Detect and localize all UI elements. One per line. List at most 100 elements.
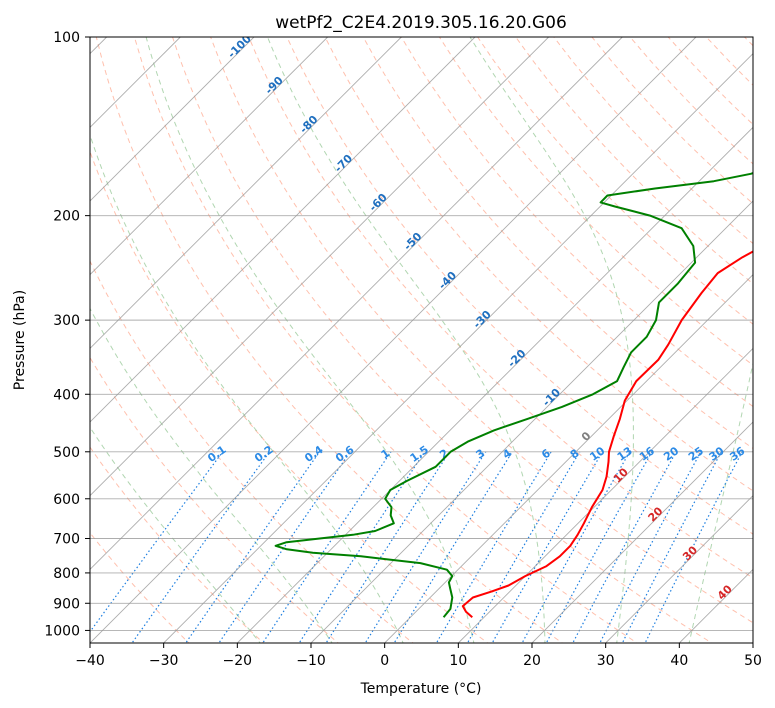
dry-adiabat [90,446,265,643]
y-tick-label: 500 [53,445,80,461]
mixing-ratio-line [599,451,702,643]
isotherm [90,37,697,643]
profile-series [274,171,753,618]
y-tick-label: 700 [53,532,80,548]
mixing-ratio-label: 1.5 [408,443,431,465]
mixing-ratio-line [393,451,513,643]
isotherm [384,274,753,643]
moist-adiabat [469,37,634,643]
isotherm [90,37,255,202]
moist-adiabat [90,307,333,643]
y-tick-label: 1000 [44,623,80,639]
mixing-ratio-line [90,451,224,633]
mixing-ratio-label: 0.2 [252,443,275,465]
isotherm [90,37,476,423]
isotherm-label: -60 [367,191,390,214]
mixing-ratio-line [466,451,581,643]
isotherm [458,347,753,643]
isotherm [90,37,328,276]
mixing-ratio-line [218,451,351,643]
x-tick-label: −30 [149,653,179,669]
mixing-ratio-label: 6 [539,446,553,461]
y-tick-label: 400 [53,387,80,403]
dry-adiabat [90,150,489,643]
isotherm-label: -80 [297,113,320,136]
dry-adiabat [362,37,753,450]
mixing-ratio-label: 0.1 [205,443,228,465]
profile-line [274,171,753,618]
dry-adiabat [744,37,753,47]
dry-adiabat [172,37,713,643]
x-tick-label: 40 [670,653,688,669]
isotherm-label: 20 [646,504,666,524]
x-tick-label: 50 [744,653,762,669]
x-tick-label: 30 [597,653,615,669]
mixing-ratio-label: 0.6 [333,443,357,465]
mixing-ratio-label: 0.4 [302,443,326,465]
mixing-ratio-label: 36 [727,444,747,464]
isotherm-label: -100 [225,32,254,61]
y-tick-label: 800 [53,566,80,582]
isotherm-label: 40 [715,582,735,602]
isotherm [90,37,549,497]
profile-line [461,250,753,618]
moist-adiabat [145,37,475,643]
isotherm-label: -20 [505,347,528,370]
x-tick-label: 20 [523,653,541,669]
mixing-ratio-label: 13 [615,444,635,463]
y-tick-label: 300 [53,313,80,329]
y-axis: 100 200 300 400 500 600 700 800 900 1000 [44,30,90,639]
background-lines [90,37,753,643]
isotherm [752,642,753,643]
y-tick-label: 600 [53,492,80,508]
dry-adiabat [553,37,753,245]
moist-adiabat [688,361,753,643]
dry-adiabat [477,37,753,325]
chart-title: wetPf2_C2E4.2019.305.16.20.G06 [275,13,567,33]
mixing-ratio-label: 4 [500,446,514,461]
y-tick-label: 100 [53,30,80,46]
x-tick-label: −20 [223,653,253,669]
x-tick-label: 10 [449,653,467,669]
moist-adiabat [267,37,546,643]
y-tick-label: 900 [53,596,80,612]
moist-adiabat [90,133,404,643]
mixing-ratio-label: 25 [686,444,706,463]
mixing-ratio-label: 30 [707,444,727,464]
mixing-ratio-line [262,451,392,643]
dry-adiabat [515,37,753,285]
mixing-ratio-label: 1 [379,447,393,462]
dry-adiabat [438,37,753,366]
isotherm-label: -30 [471,308,494,331]
isotherm [90,37,623,570]
x-tick-label: −40 [75,653,105,669]
isotherm-label: -70 [332,152,355,175]
isotherm [163,53,753,643]
mixing-ratio-line [621,451,722,643]
y-tick-label: 200 [53,209,80,225]
isotherm-label: -40 [436,269,459,292]
isotherm [605,495,753,643]
mixing-ratio-line [572,451,677,643]
isotherm-label: 10 [611,465,631,485]
isotherm-label: 30 [680,543,700,563]
x-axis: −40 −30 −20 −10 0 10 20 30 40 50 [75,643,762,669]
mixing-ratio-line [298,451,426,643]
isotherm-label: -50 [401,230,424,253]
y-axis-label: Pressure (hPa) [12,290,28,390]
dry-adiabat [324,37,753,492]
mixing-ratio-label: 3 [474,447,488,462]
x-tick-label: −10 [296,653,326,669]
mixing-ratio-label: 20 [661,444,681,464]
x-tick-label: 0 [380,653,389,669]
mixing-ratio-line [325,451,451,643]
x-axis-label: Temperature (°C) [360,681,482,697]
mixing-ratio-line [491,451,604,643]
moist-adiabat [90,426,261,643]
grid-lines [90,37,753,643]
isotherm [90,37,402,349]
isotherm [531,421,753,643]
plot-frame [89,36,754,644]
mixing-ratio-line [185,451,321,643]
dry-adiabat [95,37,564,643]
